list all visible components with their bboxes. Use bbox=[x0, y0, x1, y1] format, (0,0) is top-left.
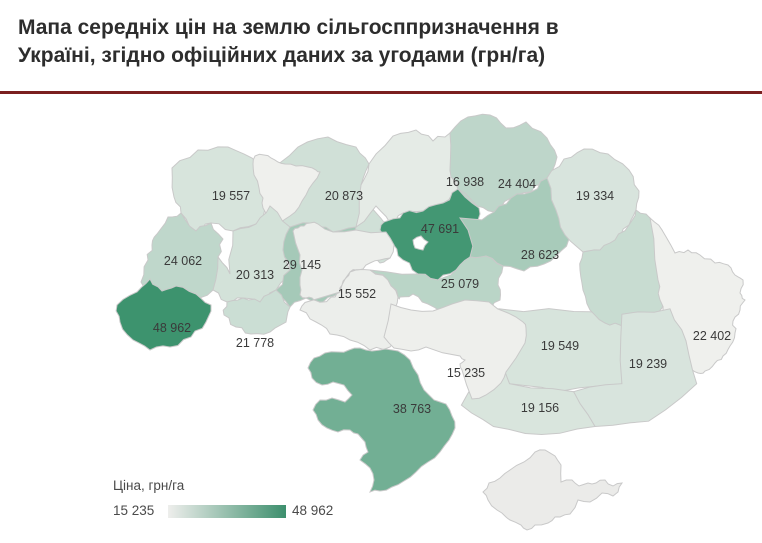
svg-text:19 334: 19 334 bbox=[576, 189, 614, 203]
svg-text:21 778: 21 778 bbox=[236, 336, 274, 350]
svg-text:20 313: 20 313 bbox=[236, 268, 274, 282]
svg-text:19 549: 19 549 bbox=[541, 339, 579, 353]
svg-text:19 557: 19 557 bbox=[212, 189, 250, 203]
svg-text:24 404: 24 404 bbox=[498, 177, 536, 191]
svg-text:19 239: 19 239 bbox=[629, 357, 667, 371]
svg-text:38 763: 38 763 bbox=[393, 402, 431, 416]
svg-text:24 062: 24 062 bbox=[164, 254, 202, 268]
svg-text:22 402: 22 402 bbox=[693, 329, 731, 343]
svg-text:15 552: 15 552 bbox=[338, 287, 376, 301]
svg-text:25 079: 25 079 bbox=[441, 277, 479, 291]
svg-text:15 235: 15 235 bbox=[447, 366, 485, 380]
svg-text:28 623: 28 623 bbox=[521, 248, 559, 262]
svg-text:47 691: 47 691 bbox=[421, 222, 459, 236]
svg-text:19 156: 19 156 bbox=[521, 401, 559, 415]
svg-text:16 938: 16 938 bbox=[446, 175, 484, 189]
svg-text:20 873: 20 873 bbox=[325, 189, 363, 203]
svg-text:48 962: 48 962 bbox=[153, 321, 191, 335]
svg-text:29 145: 29 145 bbox=[283, 258, 321, 272]
